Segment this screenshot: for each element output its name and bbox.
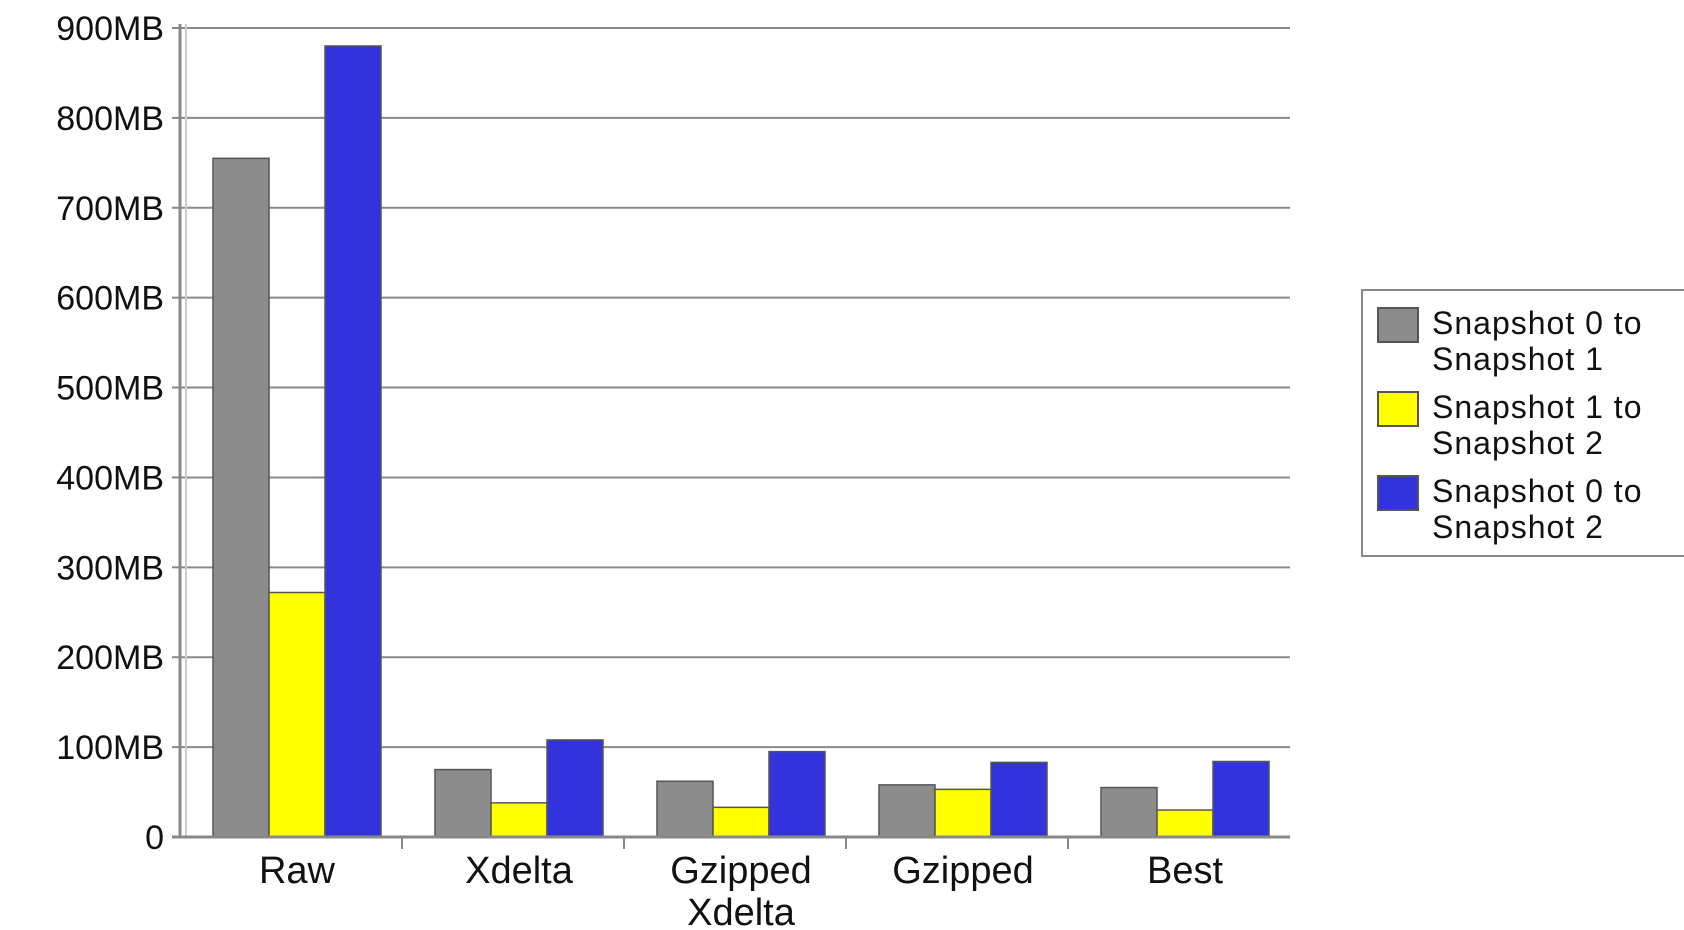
x-tick-label: Xdelta bbox=[465, 850, 574, 892]
legend: Snapshot 0 to Snapshot 1 Snapshot 1 to Snap… bbox=[1361, 289, 1684, 557]
x-tick-label: Best bbox=[1147, 850, 1223, 892]
bar bbox=[1212, 760, 1270, 838]
y-tick-label: 400MB bbox=[56, 459, 164, 497]
x-tick-label: Gzipped Xdelta bbox=[670, 850, 812, 930]
bar bbox=[1100, 786, 1158, 838]
y-tick-label: 100MB bbox=[56, 729, 164, 767]
bar bbox=[768, 750, 826, 838]
y-tick-label: 500MB bbox=[56, 370, 164, 408]
legend-label: Snapshot 0 to Snapshot 2 bbox=[1432, 473, 1642, 545]
bar bbox=[434, 768, 492, 838]
y-tick-label: 600MB bbox=[56, 280, 164, 318]
y-tick-label: 800MB bbox=[56, 100, 164, 138]
y-axis: 0 100MB 200MB 300MB 400MB 500MB 600MB 700MB 800M… bbox=[56, 10, 187, 857]
y-tick-label: 0 bbox=[145, 819, 164, 857]
bar bbox=[1156, 809, 1214, 838]
y-tick-label: 200MB bbox=[56, 639, 164, 677]
bar bbox=[546, 739, 604, 838]
bar bbox=[656, 780, 714, 838]
legend-swatch bbox=[1377, 475, 1419, 511]
bar bbox=[990, 761, 1048, 838]
bar bbox=[712, 806, 770, 838]
y-tick-label: 700MB bbox=[56, 190, 164, 228]
bar bbox=[934, 788, 992, 838]
bar bbox=[212, 157, 270, 838]
bar bbox=[268, 591, 326, 838]
bar bbox=[490, 802, 548, 838]
bar bbox=[878, 784, 936, 838]
bar bbox=[324, 45, 382, 838]
legend-label: Snapshot 0 to Snapshot 1 bbox=[1432, 305, 1642, 377]
bars bbox=[212, 45, 1270, 838]
y-tick-label: 900MB bbox=[56, 10, 164, 48]
x-tick-label: Raw bbox=[259, 850, 336, 892]
legend-swatch bbox=[1377, 391, 1419, 427]
y-tick-label: 300MB bbox=[56, 549, 164, 587]
x-tick-label: Gzipped bbox=[892, 850, 1034, 892]
legend-swatch bbox=[1377, 307, 1419, 343]
legend-label: Snapshot 1 to Snapshot 2 bbox=[1432, 389, 1642, 461]
x-axis: Raw Xdelta Gzipped Xdelta Gzipped Best bbox=[172, 835, 1290, 930]
